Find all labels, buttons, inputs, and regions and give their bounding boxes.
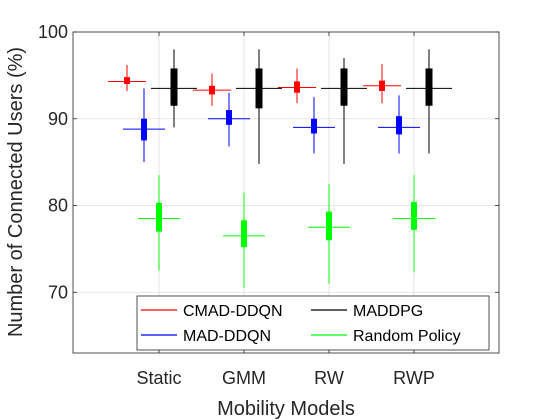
x-tick-label: RW [314,368,344,388]
legend-label: MAD-DDQN [183,328,271,345]
plot-frame [72,31,500,354]
box-iqr [311,118,317,134]
legend-label: CMAD-DDQN [183,303,283,320]
box-iqr [124,77,130,85]
legend-box [136,295,490,351]
series-cmad-ddqn [108,64,401,106]
x-tick-label: GMM [222,368,266,388]
legend-entry: CMAD-DDQN [141,303,283,320]
axis-ticks: 70 80 90 100 Static GMM RW RWP [38,22,499,388]
box-iqr [326,211,332,241]
boxes-layer [108,49,452,288]
x-tick-label: RWP [393,368,435,388]
legend-label: MADDPG [353,303,423,320]
y-tick-label: 100 [38,22,68,42]
box-iqr [340,68,348,106]
box-iqr [396,116,402,135]
y-tick-label: 80 [48,196,68,216]
box-iqr [425,68,433,106]
y-axis-title: Number of Connected Users (%) [5,47,27,337]
series-mad-ddqn [123,88,420,163]
box-iqr [170,68,178,106]
box-iqr [411,202,417,230]
legend: CMAD-DDQN MADDPG MAD-DDQN Random Policy [136,295,490,351]
box-iqr [241,220,247,248]
series-maddpg [151,49,452,164]
legend-entry: MADDPG [311,303,423,320]
x-tick-label: Static [136,368,181,388]
y-tick-label: 90 [48,109,68,129]
legend-entry: MAD-DDQN [141,328,271,345]
series-random-policy [138,175,435,288]
x-axis-title: Mobility Models [217,398,355,420]
box-iqr [156,202,162,232]
legend-label: Random Policy [353,328,461,345]
box-iqr [226,110,232,125]
legend-entry: Random Policy [311,328,461,345]
y-tick-label: 70 [48,282,68,302]
